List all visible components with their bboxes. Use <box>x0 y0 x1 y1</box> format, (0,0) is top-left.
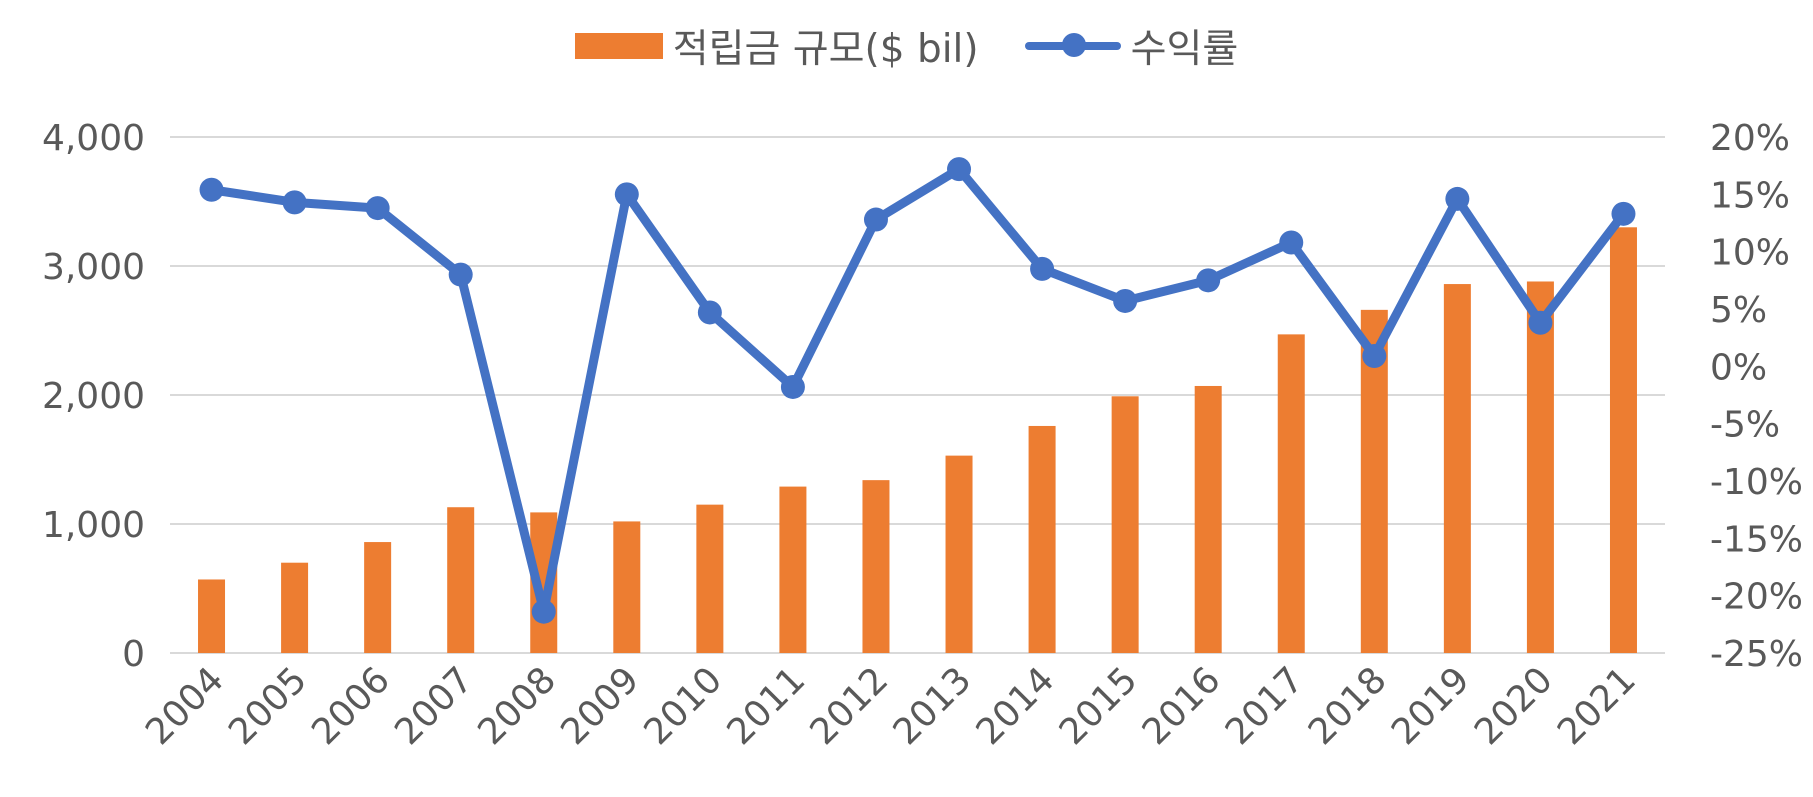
x-tick-label: 2012 <box>803 659 897 753</box>
y-right-tick-label: 5% <box>1710 290 1767 331</box>
y-left-tick-label: 1,000 <box>42 505 145 546</box>
x-tick-label: 2010 <box>636 659 730 753</box>
bar <box>447 507 475 653</box>
x-tick-label: 2004 <box>138 659 232 753</box>
bar <box>1526 281 1554 653</box>
x-tick-label: 2005 <box>221 659 315 753</box>
bar <box>1609 227 1637 654</box>
x-tick-label: 2006 <box>304 659 398 753</box>
x-tick-label: 2009 <box>553 659 647 753</box>
legend: 적립금 규모($ bil) 수익률 <box>0 18 1813 74</box>
x-tick-label: 2016 <box>1135 659 1229 753</box>
y-right-tick-label: 0% <box>1710 347 1767 388</box>
x-tick-label: 2017 <box>1218 659 1312 753</box>
bar <box>696 504 724 653</box>
bar <box>281 562 309 653</box>
line-point <box>697 300 722 325</box>
line-point <box>1611 201 1636 226</box>
line-point <box>199 177 224 202</box>
line-point <box>1362 344 1387 369</box>
bar <box>1111 396 1139 653</box>
line-point <box>448 262 473 287</box>
x-tick-label: 2007 <box>387 659 481 753</box>
line-point <box>1279 230 1304 255</box>
bar <box>1443 284 1471 653</box>
line-point <box>531 599 556 624</box>
x-tick-label: 2019 <box>1384 659 1478 753</box>
line-point <box>365 196 390 221</box>
y-left-tick-label: 4,000 <box>42 118 145 159</box>
x-tick-label: 2014 <box>969 659 1063 753</box>
line-point <box>1528 310 1553 335</box>
bar <box>1277 334 1305 653</box>
y-right-tick-label: 20% <box>1710 118 1790 159</box>
line-point <box>1030 256 1055 281</box>
y-right-tick-label: -25% <box>1710 634 1803 675</box>
y-right-tick-label: -20% <box>1710 577 1803 618</box>
line-point <box>614 182 639 207</box>
return-line <box>207 164 1628 617</box>
bar <box>364 542 392 653</box>
bar <box>1194 385 1222 653</box>
x-tick-label: 2018 <box>1301 659 1395 753</box>
y-right-tick-label: 10% <box>1710 233 1790 274</box>
x-tick-label: 2020 <box>1467 659 1561 753</box>
bar <box>862 480 890 653</box>
bar <box>1028 425 1056 653</box>
x-tick-label: 2011 <box>720 659 814 753</box>
y-right-tick-label: 15% <box>1710 175 1790 216</box>
legend-line-label: 수익률 <box>1130 27 1239 72</box>
y-left-tick-label: 3,000 <box>42 247 145 288</box>
bar <box>945 455 973 653</box>
legend-line-swatch <box>1024 33 1121 59</box>
x-tick-label: 2008 <box>470 659 564 753</box>
line-point <box>863 207 888 232</box>
line-point <box>947 157 972 182</box>
legend-bar-label: 적립금 규모($ bil) <box>672 27 979 72</box>
y-left-tick-label: 2,000 <box>42 376 145 417</box>
line-point <box>1113 288 1138 313</box>
legend-item-line: 수익률 <box>1024 18 1239 74</box>
x-tick-label: 2013 <box>886 659 980 753</box>
legend-item-bar: 적립금 규모($ bil) <box>574 18 979 74</box>
y-right-tick-label: -15% <box>1710 519 1803 560</box>
line-point <box>1445 186 1470 211</box>
y-right-tick-label: -10% <box>1710 462 1803 503</box>
x-tick-label: 2015 <box>1052 659 1146 753</box>
line-point <box>282 190 307 215</box>
line-point <box>780 374 805 399</box>
x-tick-label: 2021 <box>1550 659 1644 753</box>
bar <box>613 521 641 653</box>
bar <box>779 486 807 653</box>
bar <box>198 579 226 653</box>
y-left-tick-label: 0 <box>122 634 145 675</box>
legend-bar-swatch <box>574 33 663 59</box>
line-point <box>1196 268 1221 293</box>
y-right-tick-label: -5% <box>1710 405 1780 446</box>
